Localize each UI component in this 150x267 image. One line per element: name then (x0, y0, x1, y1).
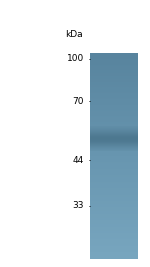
Text: 70: 70 (72, 97, 84, 106)
Text: 44: 44 (73, 156, 84, 165)
Text: 33: 33 (72, 201, 84, 210)
Text: kDa: kDa (65, 30, 82, 39)
Text: 100: 100 (67, 54, 84, 63)
